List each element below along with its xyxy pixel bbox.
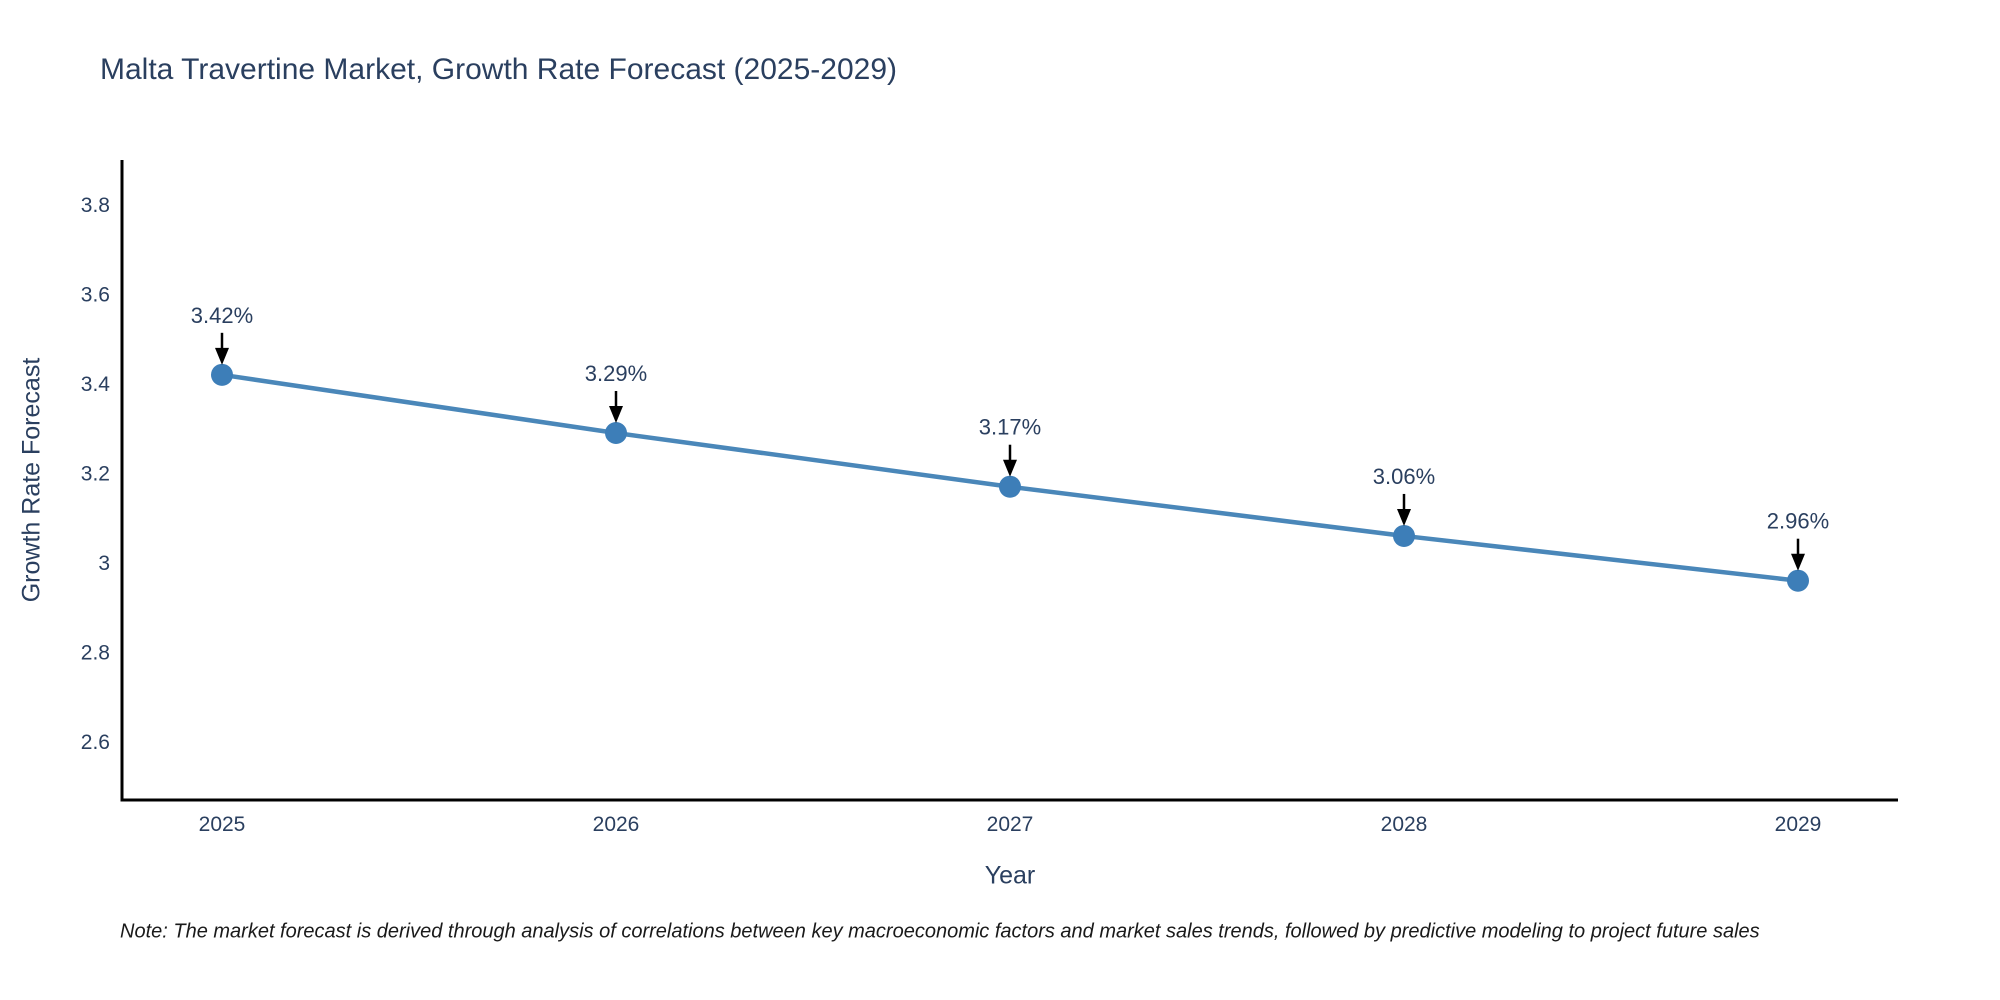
data-point — [605, 422, 627, 445]
chart-title: Malta Travertine Market, Growth Rate For… — [100, 53, 897, 86]
annotation-arrow-head — [215, 347, 229, 365]
x-tick-label: 2027 — [987, 813, 1034, 836]
footnote-text: Note: The market forecast is derived thr… — [120, 920, 1760, 943]
y-tick-label: 3 — [98, 552, 110, 575]
data-point — [1393, 524, 1415, 547]
x-tick-label: 2026 — [593, 813, 640, 836]
point-annotation: 3.29% — [585, 361, 647, 386]
annotation-arrow-head — [1397, 508, 1411, 526]
annotation-arrow-head — [1003, 459, 1017, 477]
y-tick-label: 3.4 — [81, 373, 111, 396]
x-axis-title: Year — [984, 861, 1036, 890]
x-tick-label: 2028 — [1381, 813, 1428, 836]
data-point — [999, 475, 1021, 498]
y-tick-label: 2.6 — [81, 731, 110, 754]
point-annotation: 2.96% — [1767, 509, 1829, 534]
data-point — [211, 363, 233, 386]
x-tick-label: 2029 — [1775, 813, 1822, 836]
y-tick-label: 3.8 — [81, 194, 110, 217]
point-annotation: 3.42% — [191, 303, 253, 328]
point-annotation: 3.06% — [1373, 464, 1435, 489]
y-tick-label: 3.6 — [81, 283, 110, 306]
y-tick-label: 3.2 — [81, 462, 110, 485]
point-annotation: 3.17% — [979, 415, 1041, 440]
annotation-arrow-head — [1791, 553, 1805, 571]
annotation-arrow-head — [609, 406, 623, 424]
data-point — [1787, 569, 1809, 592]
y-tick-label: 2.8 — [81, 641, 110, 664]
x-tick-label: 2025 — [199, 813, 246, 836]
